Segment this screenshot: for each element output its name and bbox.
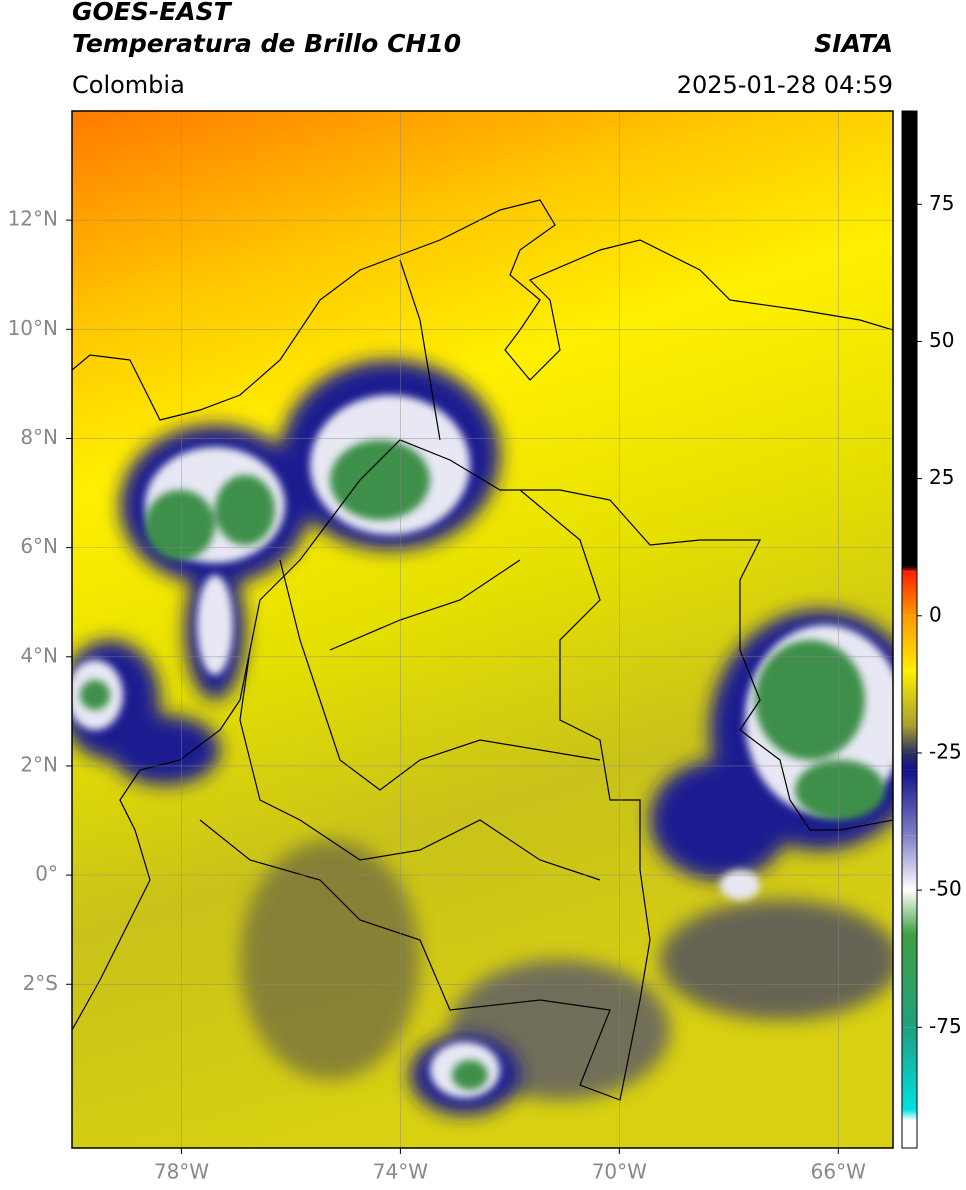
y-tick-label: 12°N bbox=[8, 207, 58, 231]
datetime: 2025-01-28 04:59 bbox=[677, 71, 893, 99]
colorbar-segment bbox=[902, 1120, 917, 1148]
colorbar-segment bbox=[902, 769, 917, 836]
colorbar-segment bbox=[902, 1027, 917, 1110]
colorbar-tick-label: -25 bbox=[929, 739, 962, 763]
y-tick-label: 6°N bbox=[20, 534, 58, 558]
y-tick-label: 10°N bbox=[8, 316, 58, 340]
colorbar-segment bbox=[902, 670, 917, 726]
colorbar-tick-label: 50 bbox=[929, 328, 954, 352]
title: GOES-EAST bbox=[72, 0, 233, 26]
x-tick-label: 70°W bbox=[592, 1160, 647, 1184]
colorbar-segment bbox=[902, 615, 917, 671]
x-tick-label: 74°W bbox=[373, 1160, 428, 1184]
source: SIATA bbox=[814, 29, 893, 58]
colorbar-tick-label: -50 bbox=[929, 877, 962, 901]
y-tick-label: 0° bbox=[35, 862, 58, 886]
colorbar-tick-label: 25 bbox=[929, 465, 954, 489]
region: Colombia bbox=[72, 71, 185, 99]
colorbar: 75 50 25 0 -25 -50 -75 bbox=[901, 110, 962, 1149]
colorbar-segment bbox=[902, 566, 917, 572]
colorbar-segment bbox=[902, 725, 917, 753]
colorbar-segment bbox=[902, 752, 917, 770]
colorbar-segment bbox=[902, 890, 917, 935]
y-tick-label: 2°N bbox=[20, 752, 58, 776]
colorbar-segment bbox=[902, 835, 917, 891]
colorbar-segment bbox=[902, 571, 917, 616]
colorbar-segment bbox=[902, 1109, 917, 1121]
subtitle: Temperatura de Brillo CH10 bbox=[72, 29, 461, 58]
y-tick-label: 2°S bbox=[23, 971, 58, 995]
x-tick-label: 66°W bbox=[811, 1160, 866, 1184]
colorbar-tick-label: -75 bbox=[929, 1014, 962, 1038]
x-tick-label: 78°W bbox=[154, 1160, 209, 1184]
colorbar-segment bbox=[902, 111, 917, 567]
colorbar-tick-label: 75 bbox=[929, 191, 954, 215]
y-tick-label: 8°N bbox=[20, 425, 58, 449]
colorbar-segment bbox=[902, 934, 917, 1028]
map-frame bbox=[71, 110, 894, 1149]
imagery bbox=[72, 111, 893, 1148]
colorbar-frame bbox=[901, 110, 918, 1149]
y-tick-label: 4°N bbox=[20, 643, 58, 667]
grid bbox=[72, 111, 893, 1148]
colorbar-tick-label: 0 bbox=[929, 602, 942, 626]
